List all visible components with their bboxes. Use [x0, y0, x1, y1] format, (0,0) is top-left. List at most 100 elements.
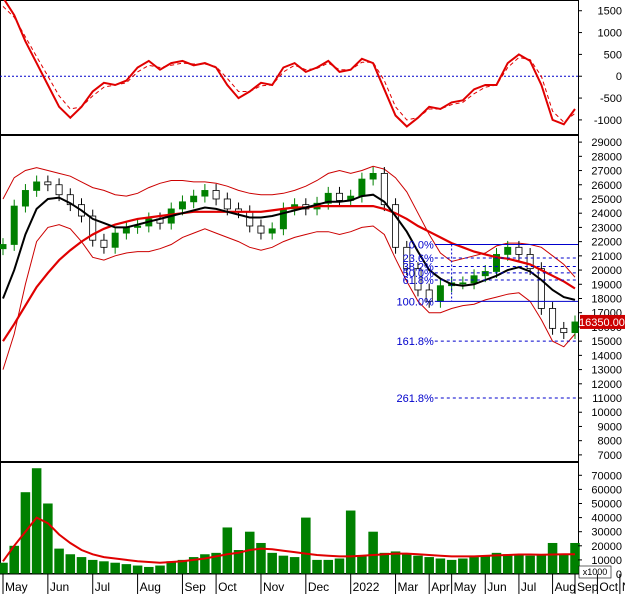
price-y-tick-label-14: 15000	[591, 336, 622, 348]
candle-body-46	[515, 246, 523, 255]
volume-bar-46	[514, 554, 524, 574]
volume-bar-0	[0, 562, 8, 574]
candle-body-29	[324, 192, 332, 204]
volume-bar-39	[435, 558, 446, 574]
candle-body-10	[111, 232, 119, 248]
candle-body-1	[10, 205, 18, 245]
volume-bar-15	[166, 561, 177, 574]
macd-series-macd	[3, 0, 576, 128]
price-y-tick-label-18: 11000	[592, 393, 622, 405]
volume-bar-6	[65, 554, 76, 574]
fib-label-3: 50.0%	[403, 268, 434, 280]
volume-bar-13	[144, 566, 154, 574]
volume-panel: 70000 60000 50000 40000 30000 20000 10000 0 x100…	[0, 462, 622, 581]
candle-body-16	[178, 201, 186, 210]
volume-bar-12	[132, 565, 143, 574]
price-y-tick-label-1: 28000	[591, 151, 622, 163]
volume-bar-11	[121, 564, 132, 574]
volume-bar-21	[233, 550, 244, 574]
x-tick-label-10: Apr	[431, 580, 450, 594]
candle-body-24	[268, 228, 276, 234]
fib-label-1: 23.6%	[403, 253, 434, 265]
macd-series-signal	[2, 6, 576, 123]
volume-bar-29	[323, 559, 334, 574]
volume-bar-24	[267, 552, 277, 574]
price-y-tick-label-16: 13000	[591, 365, 622, 377]
volume-y-tick-label-5: 20000	[591, 541, 622, 553]
volume-bar-31	[345, 510, 356, 574]
candle-body-48	[537, 268, 545, 309]
volume-y-tick-label-2: 50000	[591, 498, 622, 510]
macd-y-tick-label-4: -500	[600, 93, 622, 105]
candle-body-34	[380, 172, 388, 206]
volume-bar-30	[334, 558, 345, 574]
x-tick-label-1: Jun	[50, 580, 69, 594]
moving-average-slow-line	[2, 205, 576, 342]
fib-label-6: 161.8%	[396, 336, 434, 348]
candle-body-47	[526, 254, 534, 270]
volume-bar-8	[87, 559, 98, 574]
candle-body-12	[134, 225, 142, 228]
fib-label-5: 100.0%	[396, 296, 434, 308]
volume-bar-36	[401, 554, 412, 574]
candle-body-30	[335, 192, 343, 201]
last-price-label: 16350.00	[579, 317, 625, 329]
price-y-tick-label-10: 19000	[591, 279, 622, 291]
volume-bar-42	[469, 557, 479, 574]
candle-body-45	[504, 246, 512, 255]
x-tick-label-9: Mar	[398, 580, 419, 594]
x-axis: May Jun Jul Aug Sep Oct Nov Dec 2022 Mar Apr May Jun…	[0, 573, 625, 594]
candle-body-50	[560, 327, 568, 334]
volume-ma-line	[2, 516, 575, 564]
volume-bar-25	[278, 555, 289, 574]
price-y-tick-label-19: 10000	[591, 407, 622, 419]
volume-y-tick-label-7: 0	[616, 569, 622, 581]
volume-bar-22	[244, 531, 255, 574]
x-tick-label-7: Dec	[308, 580, 329, 594]
macd-y-tick-label-2: 500	[604, 49, 622, 61]
candle-body-3	[33, 181, 41, 191]
x-tick-label-16: Oct	[599, 580, 618, 594]
volume-bar-38	[424, 557, 434, 574]
candle-body-6	[66, 194, 74, 206]
macd-y-tick-label-5: -1000	[594, 115, 622, 127]
candle-body-4	[44, 181, 52, 186]
price-y-tick-label-21: 8000	[598, 436, 622, 448]
bollinger-upper-line	[2, 165, 576, 278]
volume-y-tick-label-1: 60000	[591, 484, 622, 496]
fib-label-2: 38.2%	[403, 262, 434, 274]
candle-body-41	[459, 282, 467, 285]
volume-bar-34	[379, 552, 390, 574]
volume-bar-50	[559, 554, 569, 574]
candle-body-49	[549, 308, 557, 329]
candle-body-37	[414, 268, 422, 291]
volume-bar-44	[491, 552, 502, 574]
volume-bar-17	[188, 557, 199, 574]
macd-y-tick-label-0: 1500	[598, 6, 622, 18]
volume-bar-20	[222, 527, 233, 574]
volume-bar-3	[31, 468, 42, 574]
x-tick-label-14: Aug	[555, 580, 576, 594]
candle-body-35	[392, 204, 400, 248]
volume-bar-5	[54, 548, 64, 574]
volume-bar-19	[211, 552, 221, 574]
x-tick-label-8: 2022	[353, 580, 380, 594]
macd-frame	[0, 0, 579, 135]
volume-bar-4	[43, 503, 53, 574]
candle-body-44	[493, 254, 500, 272]
macd-y-tick-label-3: 0	[616, 71, 622, 83]
volume-bar-23	[256, 542, 266, 574]
candle-body-38	[425, 289, 433, 302]
price-y-tick-label-11: 18000	[591, 294, 622, 306]
last-price-tag	[580, 314, 625, 329]
macd-panel: 1500 1000 500 0 -500 -1000	[0, 0, 622, 135]
x-tick-label-17: N	[622, 580, 625, 594]
candle-body-18	[201, 190, 209, 197]
volume-bar-48	[536, 554, 547, 574]
volume-bar-26	[289, 557, 300, 574]
candle-body-51	[571, 321, 579, 334]
volume-y-tick-label-3: 40000	[591, 513, 622, 525]
candle-body-32	[358, 178, 366, 197]
price-y-tick-label-20: 9000	[598, 421, 622, 433]
